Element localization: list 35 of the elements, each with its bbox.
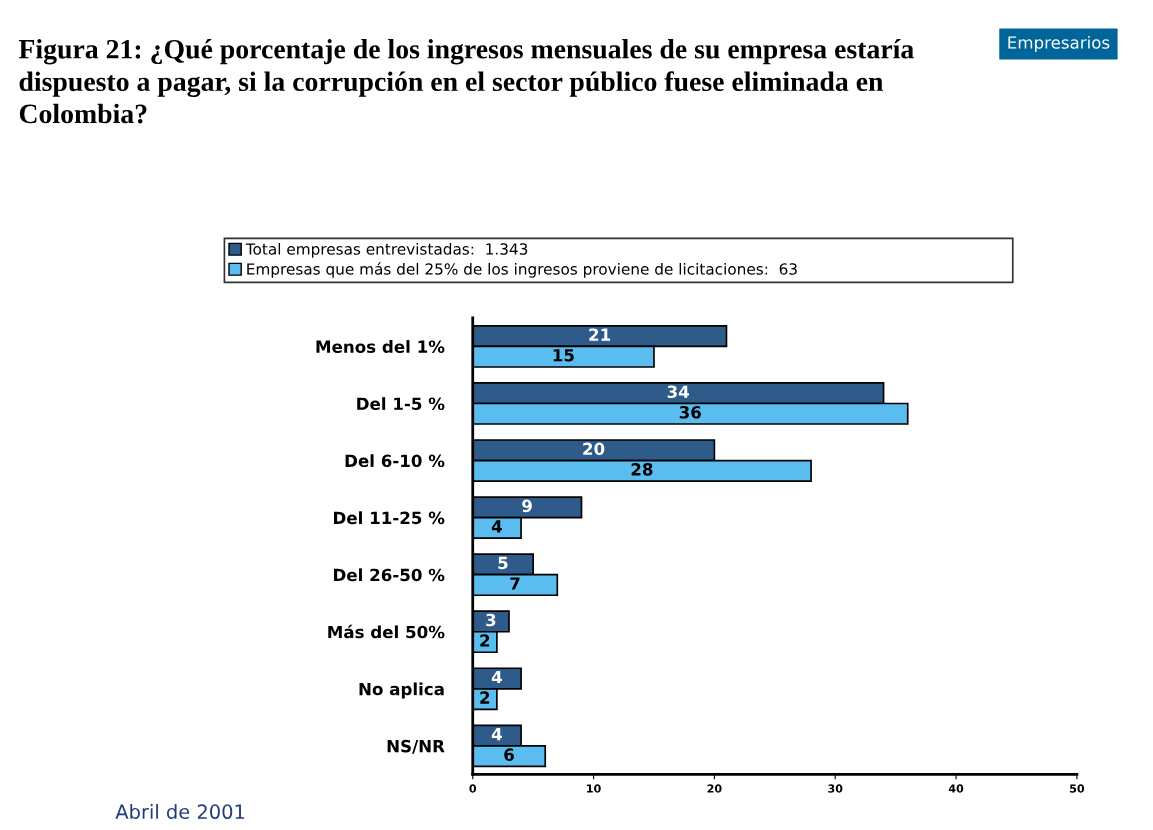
y-tick-label: Del 11-25 % [334, 511, 445, 525]
data-label: 15 [553, 349, 574, 362]
data-label: 4 [491, 520, 502, 533]
x-tick-label: 0 [469, 784, 477, 793]
data-label: 28 [631, 463, 653, 476]
y-tick-label: Más del 50% [328, 624, 445, 639]
data-label: 7 [510, 577, 520, 590]
y-tick-label: Del 1-5 % [357, 397, 445, 411]
data-label: 6 [504, 748, 514, 761]
data-label: 2 [480, 691, 490, 704]
x-tick-label: 40 [948, 784, 964, 793]
chart-title: Figura 21: ¿Qué porcentaje de los ingresos mensuales de su empresa estaría dispuesto a pagar, si la corrupción en el sector público fuese eliminada en Colombia? [18, 39, 914, 124]
data-label: 5 [498, 556, 508, 570]
y-tick-label: No aplica [359, 682, 444, 699]
x-tick-label: 20 [707, 784, 722, 793]
data-label: 4 [491, 728, 502, 741]
data-label: 21 [589, 328, 611, 341]
text: Abril de 2001 [115, 803, 245, 820]
x-tick-label: 30 [828, 784, 843, 793]
legend-label: Total empresas entrevistadas: 1.343 [245, 242, 528, 258]
x-tick-label: 10 [587, 784, 601, 793]
data-label: 3 [486, 613, 496, 627]
data-label: 4 [491, 670, 502, 684]
y-tick-label: NS/NR [387, 739, 445, 754]
data-label: 20 [583, 442, 605, 456]
data-label: 34 [667, 385, 689, 399]
y-tick-label: Menos del 1% [316, 340, 445, 353]
data-label: 2 [480, 634, 490, 647]
legend-label: Empresas que más del 25% de los ingresos proviene de licitaciones: 63 [247, 262, 797, 278]
data-label: 9 [522, 499, 532, 513]
data-label: 36 [679, 405, 701, 419]
y-tick-label: Del 26-50 % [334, 568, 445, 582]
y-tick-label: Del 6-10 % [345, 454, 445, 468]
x-tick-label: 50 [1070, 784, 1085, 793]
text: Empresarios [1008, 35, 1110, 53]
